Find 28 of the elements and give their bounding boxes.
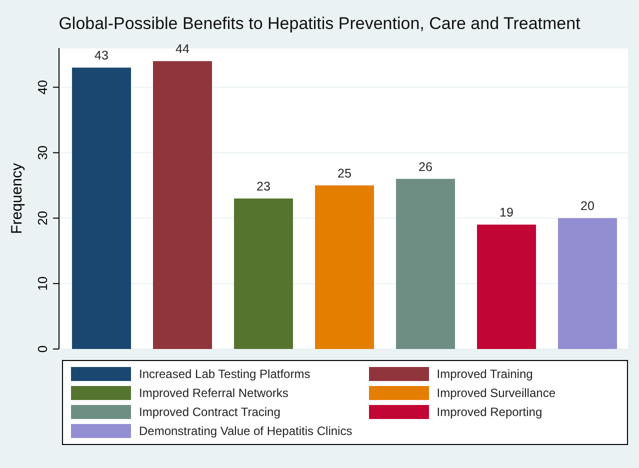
bar — [315, 185, 374, 349]
data-label: 26 — [418, 160, 432, 174]
y-tick-label: 0 — [35, 345, 50, 353]
legend-label: Demonstrating Value of Hepatitis Clinics — [139, 424, 352, 438]
bar — [234, 198, 293, 349]
y-tick-label: 40 — [35, 80, 50, 94]
legend-label: Improved Training — [436, 367, 533, 381]
chart-title: Global-Possible Benefits to Hepatitis Prevention, Care and Treatment — [58, 13, 582, 35]
data-label: 44 — [176, 42, 190, 56]
data-label: 23 — [256, 180, 270, 194]
bar — [558, 218, 617, 349]
y-axis-title: Frequency — [8, 162, 26, 234]
data-label: 43 — [94, 48, 108, 63]
bar — [153, 61, 212, 349]
bar — [477, 224, 536, 349]
data-label: 25 — [338, 166, 352, 180]
bar — [72, 68, 131, 349]
y-tick-label: 10 — [35, 276, 50, 291]
data-label: 20 — [580, 199, 594, 214]
data-label: 19 — [500, 206, 514, 220]
legend-label: Improved Reporting — [436, 405, 542, 419]
legend-label: Increased Lab Testing Platforms — [139, 367, 310, 381]
bar — [396, 178, 455, 349]
y-tick-label: 20 — [35, 210, 50, 226]
legend-label: Improved Surveillance — [436, 386, 556, 400]
legend-label: Improved Referral Networks — [139, 386, 288, 400]
legend-label: Improved Contract Tracing — [139, 405, 280, 419]
y-tick-label: 30 — [35, 145, 50, 160]
